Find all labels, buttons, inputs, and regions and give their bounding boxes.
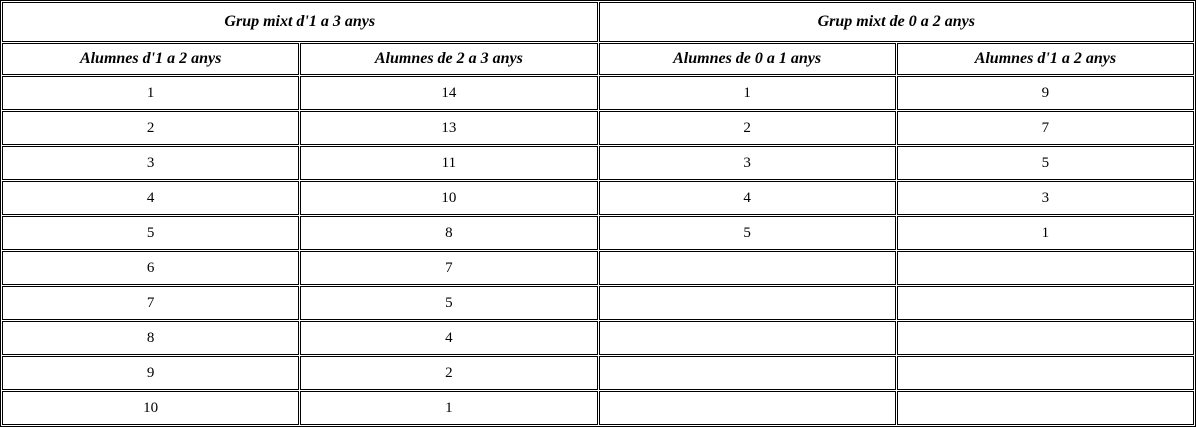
table-row: 10 1 (2, 391, 1194, 425)
table-cell: 8 (2, 321, 300, 355)
table-cell (598, 251, 896, 285)
table-row: 4 10 4 3 (2, 181, 1194, 215)
table-cell: 9 (896, 76, 1194, 110)
table-cell (598, 391, 896, 425)
table-cell: 2 (2, 111, 300, 145)
column-header-alumnes-1-2-dreta: Alumnes d'1 a 2 anys (896, 43, 1194, 75)
table-cell: 14 (300, 76, 598, 110)
table-cell: 4 (598, 181, 896, 215)
table-cell (896, 321, 1194, 355)
table-cell: 9 (2, 356, 300, 390)
table-cell: 7 (896, 111, 1194, 145)
table-cell (598, 321, 896, 355)
table-cell (896, 251, 1194, 285)
table-cell: 3 (598, 146, 896, 180)
table-row: 2 13 2 7 (2, 111, 1194, 145)
table-body: 1 14 1 9 2 13 2 7 3 11 3 5 4 10 4 3 5 8 5 1 6 7 7 5 8 4 9 2 10 1 (2, 76, 1194, 425)
table-cell (896, 356, 1194, 390)
table-cell: 7 (2, 286, 300, 320)
table-cell: 7 (300, 251, 598, 285)
table-cell: 11 (300, 146, 598, 180)
table-cell: 5 (2, 216, 300, 250)
table-cell: 2 (598, 111, 896, 145)
table-cell: 1 (896, 216, 1194, 250)
table-row: 1 14 1 9 (2, 76, 1194, 110)
table-cell (598, 286, 896, 320)
table-cell: 1 (300, 391, 598, 425)
table-cell: 1 (598, 76, 896, 110)
column-header-alumnes-0-1: Alumnes de 0 a 1 anys (598, 43, 896, 75)
table-cell: 10 (2, 391, 300, 425)
group-header-row: Grup mixt d'1 a 3 anys Grup mixt de 0 a … (2, 2, 1194, 42)
table-cell: 6 (2, 251, 300, 285)
table-cell: 5 (896, 146, 1194, 180)
group-header-grup-mixt-0-2: Grup mixt de 0 a 2 anys (598, 2, 1194, 42)
table-cell (598, 356, 896, 390)
group-header-grup-mixt-1-3: Grup mixt d'1 a 3 anys (2, 2, 598, 42)
table-cell: 3 (896, 181, 1194, 215)
column-header-alumnes-1-2-esq: Alumnes d'1 a 2 anys (2, 43, 300, 75)
table-cell: 3 (2, 146, 300, 180)
table-cell: 10 (300, 181, 598, 215)
table-cell (896, 391, 1194, 425)
table-cell: 13 (300, 111, 598, 145)
table-cell: 5 (598, 216, 896, 250)
table-row: 3 11 3 5 (2, 146, 1194, 180)
table-cell: 2 (300, 356, 598, 390)
column-header-row: Alumnes d'1 a 2 anys Alumnes de 2 a 3 an… (2, 43, 1194, 75)
table-cell: 1 (2, 76, 300, 110)
table-cell (896, 286, 1194, 320)
table-cell: 5 (300, 286, 598, 320)
table-cell: 8 (300, 216, 598, 250)
table-cell: 4 (2, 181, 300, 215)
column-header-alumnes-2-3: Alumnes de 2 a 3 anys (300, 43, 598, 75)
table-cell: 4 (300, 321, 598, 355)
